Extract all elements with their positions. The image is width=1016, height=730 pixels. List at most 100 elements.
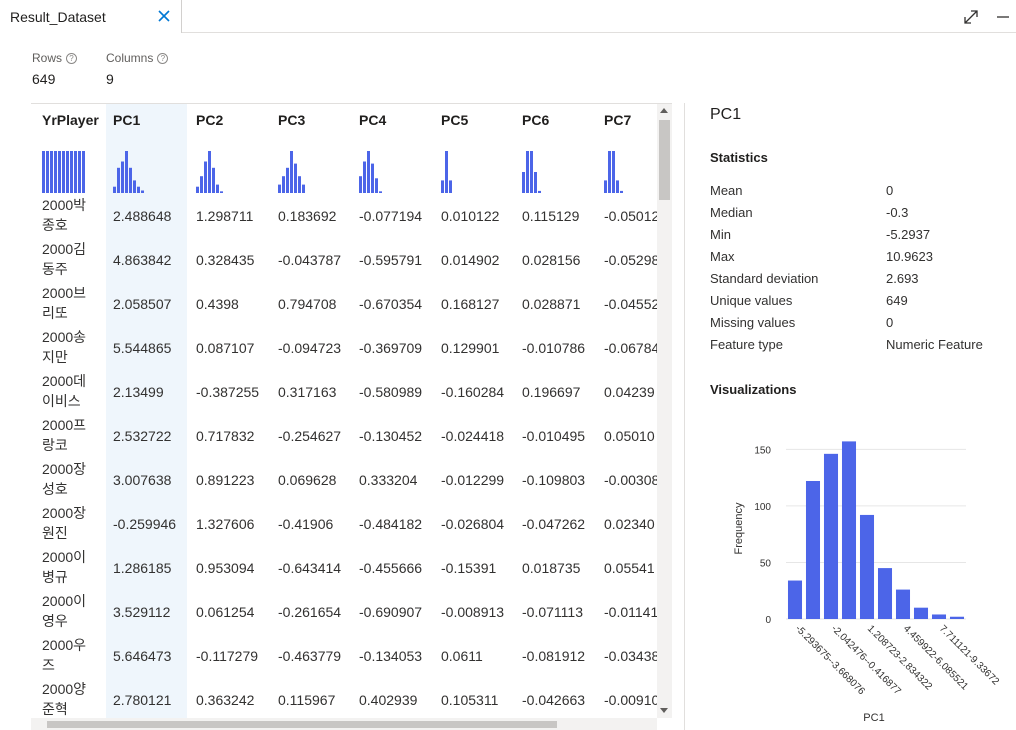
histogram-bar	[931, 614, 947, 619]
cell-pc4: -0.455666	[359, 560, 423, 576]
histogram-bar	[841, 441, 857, 619]
table-row[interactable]: 2000박종호 2.488648 1.298711 0.183692 -0.077194…	[31, 195, 657, 239]
property-key: Mean	[710, 183, 743, 198]
scroll-down-icon[interactable]	[660, 708, 668, 713]
histogram-bar	[220, 191, 223, 193]
cell-pc7: 0.05541	[604, 560, 655, 576]
cell-pc7: 0.02340	[604, 516, 655, 532]
histogram-bar	[534, 172, 537, 193]
close-icon[interactable]	[156, 8, 172, 24]
column-header-pc3[interactable]: PC3	[278, 112, 306, 128]
histogram-bar	[787, 580, 803, 619]
cell-pc4: -0.077194	[359, 208, 423, 224]
cell-pc3: 0.183692	[278, 208, 337, 224]
cell-pc1: 2.488648	[113, 208, 172, 224]
cell-pc5: 0.014902	[441, 252, 500, 268]
vertical-scrollbar[interactable]	[657, 104, 672, 718]
histogram-bar	[375, 178, 378, 193]
panel-title: PC1	[710, 106, 742, 123]
column-histogram-pc5[interactable]	[441, 150, 455, 194]
histogram-bar	[363, 161, 366, 193]
cell-pc3: -0.41906	[278, 516, 334, 532]
cell-pc1: 5.646473	[113, 648, 172, 664]
help-icon[interactable]: ?	[157, 52, 169, 64]
property-key: Feature type	[710, 337, 783, 352]
tab-title: Result_Dataset	[10, 9, 106, 25]
property-key: Median	[710, 205, 753, 220]
table-row[interactable]: 2000이병규 1.286185 0.953094 -0.643414 -0.45566…	[31, 547, 657, 591]
table-row[interactable]: 2000김동주 4.863842 0.328435 -0.043787 -0.59579…	[31, 239, 657, 283]
column-header-pc4[interactable]: PC4	[359, 112, 387, 128]
cell-pc4: -0.690907	[359, 604, 423, 620]
cell-pc4: -0.484182	[359, 516, 423, 532]
tab-result-dataset[interactable]: Result_Dataset	[0, 0, 182, 33]
scroll-thumb[interactable]	[659, 120, 670, 200]
cell-pc7: -0.01141	[604, 604, 657, 620]
column-header-yrplayer[interactable]: YrPlayer	[42, 112, 99, 128]
property-value: -0.3	[886, 205, 909, 220]
column-header-pc2[interactable]: PC2	[196, 112, 224, 128]
column-histogram-pc3[interactable]	[278, 150, 308, 194]
table-row[interactable]: 2000데이비스 2.13499 -0.387255 0.317163 -0.58098…	[31, 371, 657, 415]
table-row[interactable]: 2000우즈 5.646473 -0.117279 -0.463779 -0.13405…	[31, 635, 657, 679]
minimize-icon[interactable]	[994, 8, 1012, 26]
table-row[interactable]: 2000브리또 2.058507 0.4398 0.794708 -0.670354 0.…	[31, 283, 657, 327]
table-row[interactable]: 2000프랑코 2.532722 0.717832 -0.254627 -0.13045…	[31, 415, 657, 459]
x-tick-label: -5.293675--3.668076	[793, 623, 867, 697]
column-histogram-pc7[interactable]	[604, 150, 626, 194]
cell-pc5: -0.026804	[441, 516, 505, 532]
cell-pc5: -0.008913	[441, 604, 505, 620]
column-histogram-pc2[interactable]	[196, 150, 226, 194]
cell-pc6: 0.115129	[522, 208, 580, 224]
column-header-pc5[interactable]: PC5	[441, 112, 469, 128]
columns-label: Columns	[106, 51, 154, 65]
column-histogram-pc4[interactable]	[359, 150, 385, 194]
histogram-bar	[141, 190, 144, 193]
cell-pc2: 0.328435	[196, 252, 255, 268]
histogram-bar	[441, 180, 444, 193]
table-row[interactable]: 2000양준혁 2.780121 0.363242 0.115967 0.402939 0…	[31, 679, 657, 718]
histogram-bar	[208, 151, 211, 193]
cell-pc6: -0.109803	[522, 472, 586, 488]
cell-pc3: 0.069628	[278, 472, 337, 488]
cell-pc1: 3.007638	[113, 472, 172, 488]
histogram-bar	[445, 151, 448, 193]
table-row[interactable]: 2000송지만 5.544865 0.087107 -0.094723 -0.36970…	[31, 327, 657, 371]
histogram-bar	[290, 151, 293, 193]
cell-pc1: 3.529112	[113, 604, 171, 620]
table-row[interactable]: 2000이영우 3.529112 0.061254 -0.261654 -0.69090…	[31, 591, 657, 635]
column-header-pc6[interactable]: PC6	[522, 112, 550, 128]
horizontal-scrollbar[interactable]	[31, 718, 657, 730]
cell-pc4: -0.670354	[359, 296, 423, 312]
histogram-bar	[294, 163, 297, 193]
histogram-bar	[302, 184, 305, 193]
histogram-bar	[70, 151, 73, 193]
column-histogram-pc6[interactable]	[522, 150, 544, 194]
property-row: Mean 0	[710, 183, 1010, 205]
histogram-bar	[522, 172, 525, 193]
expand-icon[interactable]	[962, 8, 980, 26]
cell-yrplayer: 2000이병규	[42, 549, 87, 585]
table-row[interactable]: 2000장원진 -0.259946 1.327606 -0.41906 -0.48418…	[31, 503, 657, 547]
histogram-bar	[66, 151, 69, 193]
y-axis-label: Frequency	[733, 502, 745, 554]
histogram-bar	[538, 190, 541, 193]
table-row[interactable]: 2000장성호 3.007638 0.891223 0.069628 0.333204 -…	[31, 459, 657, 503]
histogram-bar	[620, 190, 623, 193]
column-histogram-pc1[interactable]	[113, 150, 147, 194]
histogram-bar	[46, 151, 49, 193]
y-tick-label: 100	[754, 502, 771, 513]
scroll-up-icon[interactable]	[660, 108, 668, 113]
scroll-thumb[interactable]	[47, 721, 557, 728]
help-icon[interactable]: ?	[66, 52, 78, 64]
histogram-bar	[530, 151, 533, 193]
cell-pc5: -0.024418	[441, 428, 505, 444]
columns-stat: Columns? 9	[106, 51, 169, 87]
histogram-bar	[612, 151, 615, 193]
rows-label: Rows	[32, 51, 63, 65]
column-header-pc1[interactable]: PC1	[113, 112, 141, 128]
cell-pc7: -0.03438	[604, 648, 657, 664]
cell-yrplayer: 2000장원진	[42, 505, 87, 541]
column-histogram-yrplayer[interactable]	[42, 150, 88, 194]
column-header-pc7[interactable]: PC7	[604, 112, 632, 128]
